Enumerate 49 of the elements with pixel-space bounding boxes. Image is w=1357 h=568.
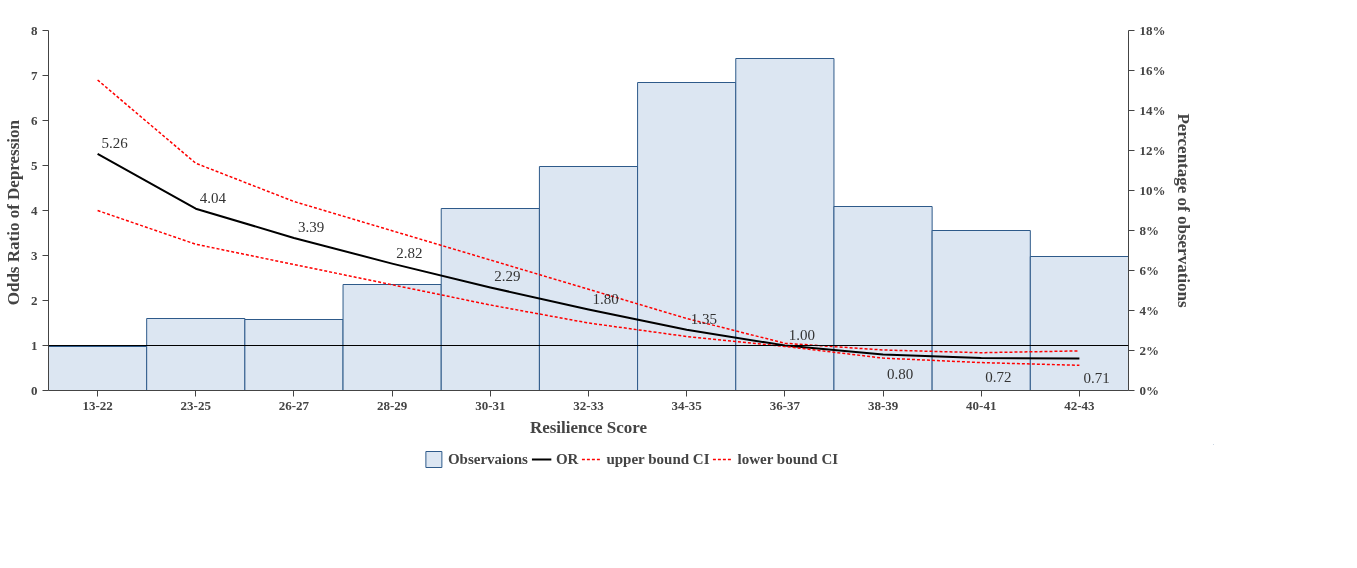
y-tick-label: 7 (31, 67, 38, 83)
x-tick-label: 28-29 (376, 397, 408, 413)
y2-tick-label: 12% (1139, 143, 1166, 158)
y2-tick-label: 0% (1139, 383, 1159, 398)
x-tick-label: 30-31 (475, 397, 506, 413)
x-tick-label: 38-39 (867, 397, 899, 413)
data-label: 3.39 (297, 218, 325, 235)
x-tick-label: 32-33 (573, 397, 605, 413)
legend-label: OR (555, 450, 579, 468)
y2-tick-label: 16% (1139, 63, 1166, 78)
y-tick-label: 0 (31, 382, 38, 398)
x-tick-label: 34-35 (671, 397, 703, 413)
x-tick-label: 40-41 (966, 397, 997, 413)
data-label: 0.80 (887, 365, 914, 382)
data-label: 1.35 (690, 310, 717, 327)
y2-tick-label: 14% (1139, 103, 1166, 118)
y2-tick-label: 2% (1139, 343, 1159, 358)
y2-tick-label: 6% (1139, 263, 1159, 278)
y-tick-label: 5 (31, 157, 38, 173)
y2-axis-title: Percentage of observations (1173, 113, 1193, 308)
x-tick-label: 36-37 (769, 397, 801, 413)
y2-tick-label: 8% (1139, 223, 1159, 238)
data-label: 0.71 (1083, 369, 1110, 386)
data-label: 1.00 (788, 326, 816, 343)
legend-label: Observaions (447, 450, 528, 468)
x-tick-label: 26-27 (278, 397, 310, 413)
data-label: 5.26 (101, 134, 129, 151)
y-tick-label: 6 (31, 112, 38, 128)
legend-label: lower bound CI (737, 450, 839, 468)
y2-tick-label: 18% (1139, 23, 1166, 38)
y-tick-label: 4 (31, 202, 38, 218)
data-label: 0.72 (985, 369, 1012, 386)
data-label: 4.04 (199, 189, 227, 206)
x-axis-title: Resilience Score (529, 417, 648, 437)
data-label: 2.82 (396, 244, 423, 261)
data-label: 1.80 (592, 290, 619, 307)
x-tick-label: 13-22 (82, 397, 113, 413)
y2-tick-label: 4% (1139, 303, 1159, 318)
line-series (96, 209, 1081, 367)
legend-label: upper bound CI (606, 450, 710, 468)
y-tick-label: 3 (31, 247, 38, 263)
y-tick-label: 8 (31, 22, 38, 38)
y-tick-label: 2 (31, 292, 38, 308)
x-tick-label: 42-43 (1064, 397, 1096, 413)
y-axis-title: Odds Ratio of Depression (4, 119, 23, 306)
data-label: 2.29 (494, 268, 521, 285)
y2-tick-label: 10% (1139, 183, 1166, 198)
y-tick-label: 1 (31, 337, 38, 353)
x-tick-label: 23-25 (180, 397, 212, 413)
